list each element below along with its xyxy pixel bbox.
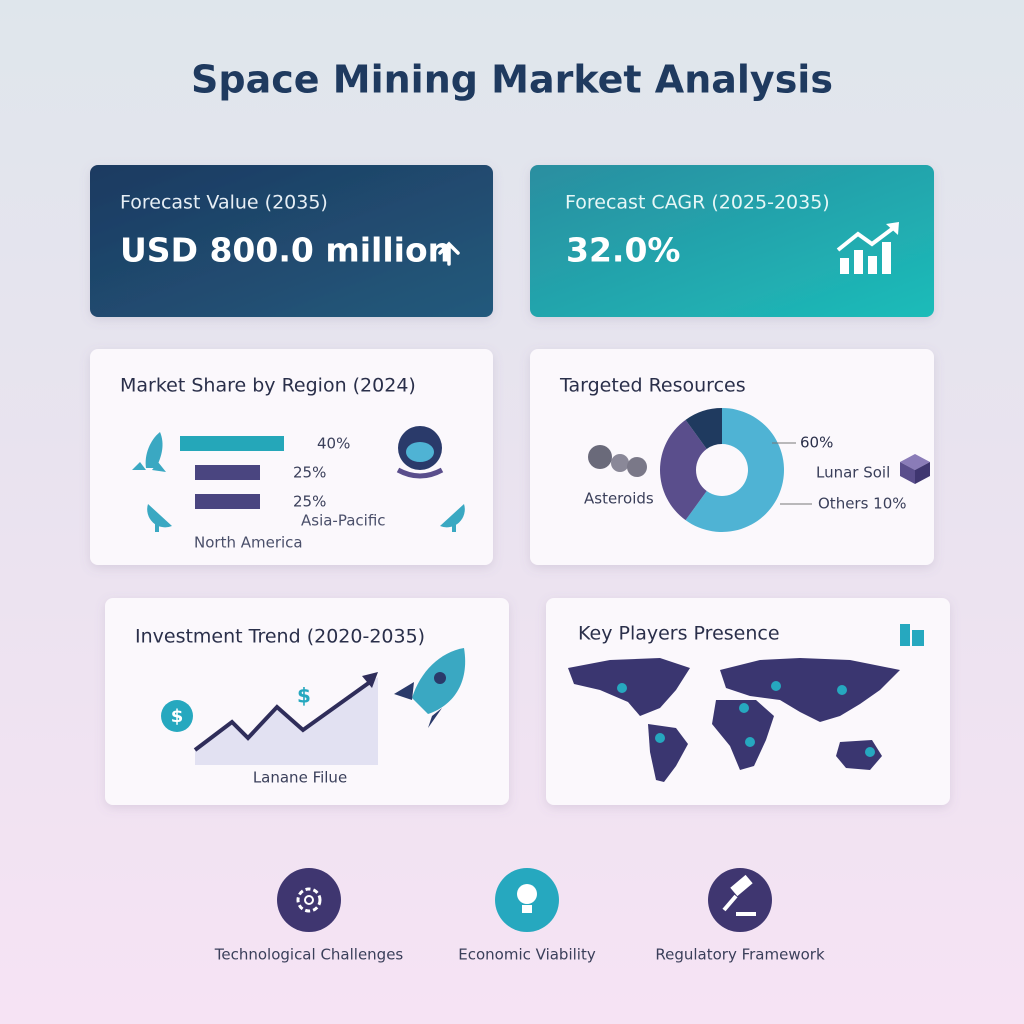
dollar-icon-glyph: $ — [297, 684, 311, 708]
chart-caption: Lanane Filue — [253, 769, 347, 787]
gavel-glyph — [722, 894, 738, 912]
card-title: Key Players Presence — [578, 623, 780, 645]
donut-slice — [685, 408, 722, 449]
trend-area — [195, 677, 378, 765]
gavel-glyph — [736, 912, 756, 916]
growth-chart-icon — [836, 222, 899, 274]
cube-icon — [900, 454, 930, 484]
card-title: Targeted Resources — [559, 375, 746, 397]
slice-label: Others 10% — [818, 495, 907, 513]
kpi-card — [530, 165, 934, 317]
bar-value-label: 25% — [293, 493, 326, 511]
factor-label: Technological Challenges — [214, 946, 404, 964]
factor-icon — [708, 868, 772, 932]
rocket-icon — [132, 432, 166, 472]
building-icon — [900, 624, 924, 646]
resources-card — [530, 349, 934, 565]
bar-value-label: 40% — [317, 435, 350, 453]
gear-glyph — [296, 887, 322, 913]
bar-value-label: 25% — [293, 464, 326, 482]
location-pin — [617, 681, 875, 757]
slice-label: Asteroids — [584, 490, 654, 508]
card-title: Investment Trend (2020-2035) — [135, 626, 425, 648]
slice-value-label: 60% — [800, 434, 833, 452]
bar — [195, 494, 260, 509]
up-arrow-icon — [438, 241, 460, 266]
dollar-icon — [161, 700, 193, 732]
factor-row: Technological Challenges Economic Viabili… — [214, 868, 825, 964]
kpi-value: 32.0% — [566, 231, 681, 270]
card-title: Market Share by Region (2024) — [120, 375, 416, 397]
slice-label: Lunar Soil — [816, 464, 890, 482]
trend-line — [193, 680, 372, 752]
donut-slice — [660, 419, 707, 521]
kpi-label: Forecast CAGR (2025-2035) — [565, 192, 830, 214]
kpi-value: USD 800.0 million — [120, 231, 451, 270]
region-label: Asia-Pacific — [301, 512, 386, 530]
bar-group: 40% 25% 25% — [180, 435, 350, 511]
factor-icon — [277, 868, 341, 932]
astronaut-icon — [396, 426, 444, 479]
rocket-icon — [394, 648, 466, 728]
page-title: Space Mining Market Analysis — [191, 58, 833, 102]
region-label: North America — [194, 534, 303, 552]
dollar-icon-glyph: $ — [171, 706, 184, 727]
region-card — [90, 349, 493, 565]
trend-arrowhead — [362, 672, 378, 688]
bulb-glyph — [522, 905, 532, 913]
kpi-card — [90, 165, 493, 317]
gavel-glyph — [730, 874, 753, 897]
factor-label: Regulatory Framework — [655, 946, 825, 964]
bar — [180, 436, 284, 451]
satellite-dish-icon — [147, 504, 465, 532]
bar — [195, 465, 260, 480]
asteroid-icon — [588, 445, 647, 477]
gear-glyph — [304, 895, 314, 905]
factor-label: Economic Viability — [458, 946, 596, 964]
bulb-glyph — [517, 884, 537, 904]
kpi-label: Forecast Value (2035) — [120, 192, 328, 214]
donut-slice — [685, 408, 784, 532]
donut-chart: Asteroids 60% Lunar Soil Others 10% — [584, 408, 907, 532]
